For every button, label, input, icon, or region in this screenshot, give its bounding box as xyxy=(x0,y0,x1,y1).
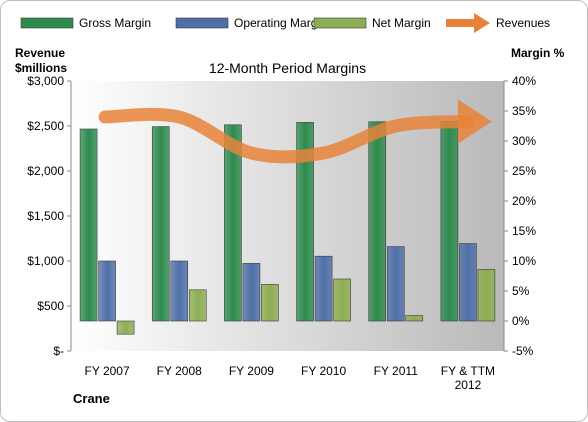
net-margin-bar xyxy=(477,269,496,322)
revenues-line xyxy=(98,107,475,164)
right-tick-label: 20% xyxy=(512,194,536,208)
left-tick-label: $- xyxy=(53,344,64,358)
legend-label: Operating Margin xyxy=(234,16,327,30)
net-margin-bar xyxy=(188,289,207,322)
right-tick-label: 40% xyxy=(512,74,536,88)
category-label: FY 2008 xyxy=(157,364,202,378)
left-tick-label: $2,000 xyxy=(27,164,64,178)
category-label: FY & TTM xyxy=(441,364,495,378)
left-axis-title: $millions xyxy=(15,61,67,75)
category-label: FY 2009 xyxy=(229,364,274,378)
legend-swatch-arrow xyxy=(474,13,490,33)
net-margin-bar xyxy=(261,284,279,322)
gross-margin-bar xyxy=(296,122,314,322)
operating-margin-bar xyxy=(459,243,477,322)
gross-margin-bar xyxy=(224,124,242,322)
operating-margin-bar xyxy=(386,246,405,322)
chart-title: 12-Month Period Margins xyxy=(209,60,366,76)
left-tick-label: $500 xyxy=(37,299,64,313)
category-label: FY 2007 xyxy=(85,364,130,378)
operating-margin-bar xyxy=(98,260,116,322)
gross-margin-bar xyxy=(79,128,98,322)
right-tick-label: 15% xyxy=(512,224,536,238)
gross-margin-bar xyxy=(440,120,459,322)
net-margin-bar xyxy=(405,315,424,322)
category-label: FY 2010 xyxy=(301,364,346,378)
category-label: 2012 xyxy=(455,378,482,392)
legend-swatch xyxy=(20,17,74,29)
gross-margin-bar xyxy=(368,121,387,322)
legend-label: Revenues xyxy=(496,16,550,30)
net-margin-bar xyxy=(116,320,135,335)
left-tick-label: $3,000 xyxy=(27,74,64,88)
right-tick-label: -5% xyxy=(512,344,534,358)
right-axis-title: Margin % xyxy=(511,46,565,60)
right-tick-label: 25% xyxy=(512,164,536,178)
legend-swatch xyxy=(175,17,229,29)
operating-margin-bar xyxy=(170,260,189,322)
operating-margin-bar xyxy=(314,255,333,322)
right-tick-label: 10% xyxy=(512,254,536,268)
legend-label: Gross Margin xyxy=(79,16,151,30)
left-tick-label: $1,500 xyxy=(27,209,64,223)
right-tick-label: 0% xyxy=(512,314,530,328)
gross-margin-bar xyxy=(151,126,170,322)
left-axis-title: Revenue xyxy=(15,46,65,60)
revenues-arrowhead xyxy=(457,99,492,144)
left-tick-label: $1,000 xyxy=(27,254,64,268)
operating-margin-bar xyxy=(242,263,261,322)
left-tick-label: $2,500 xyxy=(27,119,64,133)
right-tick-label: 30% xyxy=(512,134,536,148)
legend-label: Net Margin xyxy=(372,16,431,30)
right-tick-label: 35% xyxy=(512,104,536,118)
company-label: Crane xyxy=(73,391,110,406)
right-tick-label: 5% xyxy=(512,284,530,298)
net-margin-bar xyxy=(333,278,351,322)
category-label: FY 2011 xyxy=(374,364,419,378)
legend-swatch xyxy=(313,17,367,29)
